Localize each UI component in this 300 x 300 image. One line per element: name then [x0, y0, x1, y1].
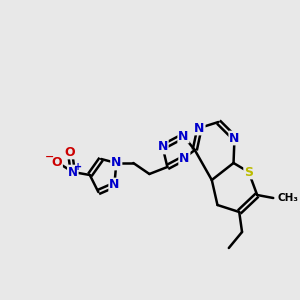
Text: O: O [51, 155, 62, 169]
Text: N: N [158, 140, 168, 154]
Text: N: N [229, 131, 240, 145]
Text: S: S [244, 166, 253, 178]
Text: N: N [68, 166, 78, 178]
Text: −: − [44, 152, 54, 162]
Text: CH₃: CH₃ [278, 193, 299, 203]
Text: N: N [111, 157, 122, 169]
Text: N: N [194, 122, 205, 134]
Text: N: N [109, 178, 120, 191]
Text: O: O [65, 146, 75, 158]
Text: N: N [178, 130, 189, 142]
Text: N: N [179, 152, 190, 164]
Text: +: + [74, 162, 83, 172]
